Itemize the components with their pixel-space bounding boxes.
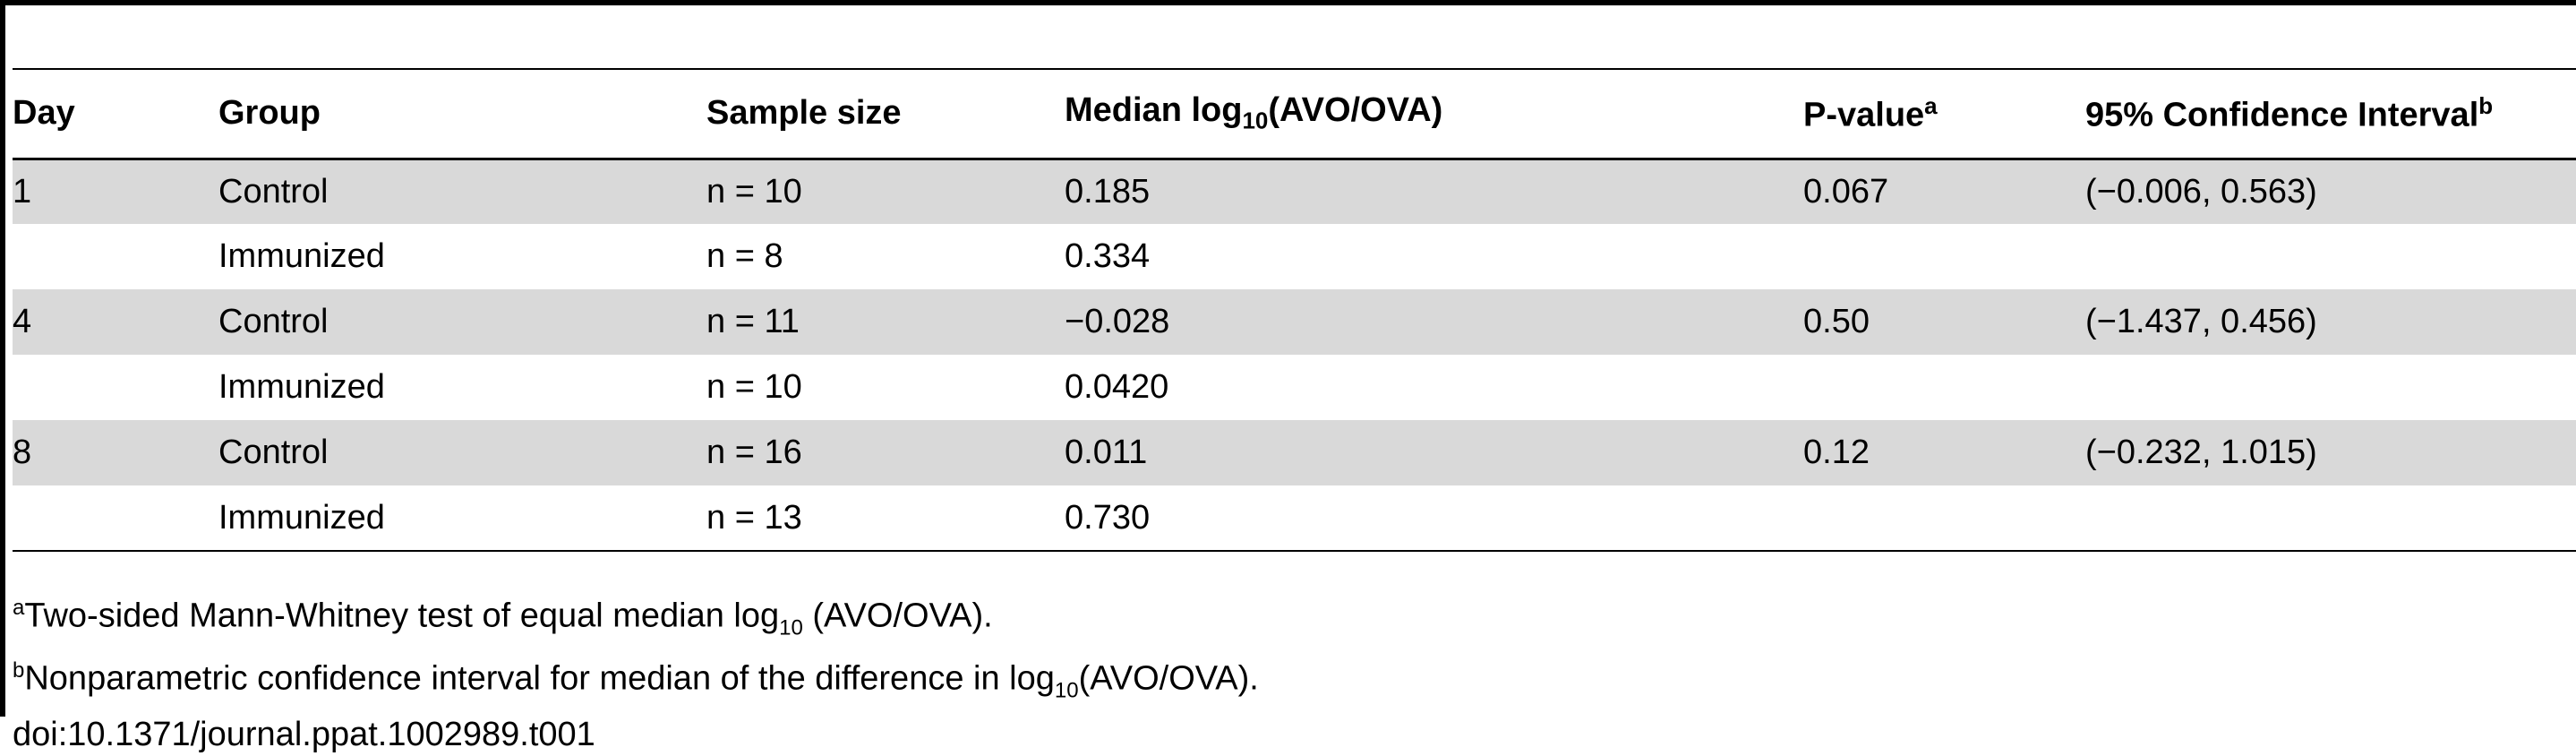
cell-day: 4 xyxy=(13,303,32,340)
table-row: 8 Control n = 16 0.011 0.12 (−0.232, 1.0… xyxy=(13,420,2576,485)
cell-group: Immunized xyxy=(218,237,385,275)
cell-day xyxy=(13,485,218,551)
header-ci: 95% Confidence Intervalb xyxy=(2085,91,2494,134)
cell-sample-size: n = 13 xyxy=(706,498,802,537)
doi-link[interactable]: doi:10.1371/journal.ppat.1002989.t001 xyxy=(13,715,595,753)
cell-sample-size: n = 16 xyxy=(706,434,802,471)
top-rule xyxy=(0,0,2576,5)
cell-median: −0.028 xyxy=(1065,303,1170,340)
cell-sample-size: n = 10 xyxy=(706,172,802,210)
footnote-b: bNonparametric confidence interval for m… xyxy=(13,658,1259,703)
cell-group: Immunized xyxy=(218,368,385,406)
footnote-a: aTwo-sided Mann-Whitney test of equal me… xyxy=(13,596,993,640)
cell-day: 1 xyxy=(13,172,32,210)
cell-group: Control xyxy=(218,172,329,210)
cell-ci xyxy=(2085,224,2576,289)
cell-ci xyxy=(2085,355,2576,420)
cell-group: Control xyxy=(218,434,329,471)
header-day: Day xyxy=(13,94,75,133)
cell-ci: (−0.232, 1.015) xyxy=(2085,434,2317,471)
cell-ci: (−1.437, 0.456) xyxy=(2085,303,2317,340)
cell-ci: (−0.006, 0.563) xyxy=(2085,172,2317,210)
cell-median: 0.011 xyxy=(1065,434,1148,471)
left-rule xyxy=(0,0,5,717)
cell-median: 0.334 xyxy=(1065,237,1151,275)
cell-p-value xyxy=(1803,355,2085,420)
table-row: Immunized n = 10 0.0420 xyxy=(13,355,2576,420)
cell-median: 0.730 xyxy=(1065,498,1151,537)
cell-group: Immunized xyxy=(218,498,385,537)
footnotes: aTwo-sided Mann-Whitney test of equal me… xyxy=(13,587,1259,756)
header-p-value: P-valuea xyxy=(1803,91,1938,134)
data-table: Day Group Sample size Median log10(AVO/O… xyxy=(13,68,2576,552)
cell-p-value: 0.067 xyxy=(1803,172,1889,210)
table-row: Immunized n = 13 0.730 xyxy=(13,485,2576,551)
cell-p-value: 0.50 xyxy=(1803,303,1870,340)
cell-day xyxy=(13,224,218,289)
data-table-container: Day Group Sample size Median log10(AVO/O… xyxy=(13,68,2576,552)
cell-median: 0.185 xyxy=(1065,172,1151,210)
table-row: 4 Control n = 11 −0.028 0.50 (−1.437, 0.… xyxy=(13,289,2576,355)
header-row: Day Group Sample size Median log10(AVO/O… xyxy=(13,69,2576,159)
cell-p-value xyxy=(1803,224,2085,289)
header-sample-size: Sample size xyxy=(706,94,902,133)
table-row: Immunized n = 8 0.334 xyxy=(13,224,2576,289)
table-row: 1 Control n = 10 0.185 0.067 (−0.006, 0.… xyxy=(13,159,2576,224)
cell-sample-size: n = 11 xyxy=(706,303,800,340)
cell-sample-size: n = 10 xyxy=(706,368,802,406)
cell-p-value: 0.12 xyxy=(1803,434,1870,471)
table-body: 1 Control n = 10 0.185 0.067 (−0.006, 0.… xyxy=(13,159,2576,551)
cell-group: Control xyxy=(218,303,329,340)
table-header: Day Group Sample size Median log10(AVO/O… xyxy=(13,69,2576,159)
header-median: Median log10(AVO/OVA) xyxy=(1065,91,1443,135)
header-group: Group xyxy=(218,94,321,133)
cell-day xyxy=(13,355,218,420)
cell-p-value xyxy=(1803,485,2085,551)
cell-ci xyxy=(2085,485,2576,551)
cell-sample-size: n = 8 xyxy=(706,237,783,275)
cell-day: 8 xyxy=(13,434,32,471)
cell-median: 0.0420 xyxy=(1065,368,1169,406)
